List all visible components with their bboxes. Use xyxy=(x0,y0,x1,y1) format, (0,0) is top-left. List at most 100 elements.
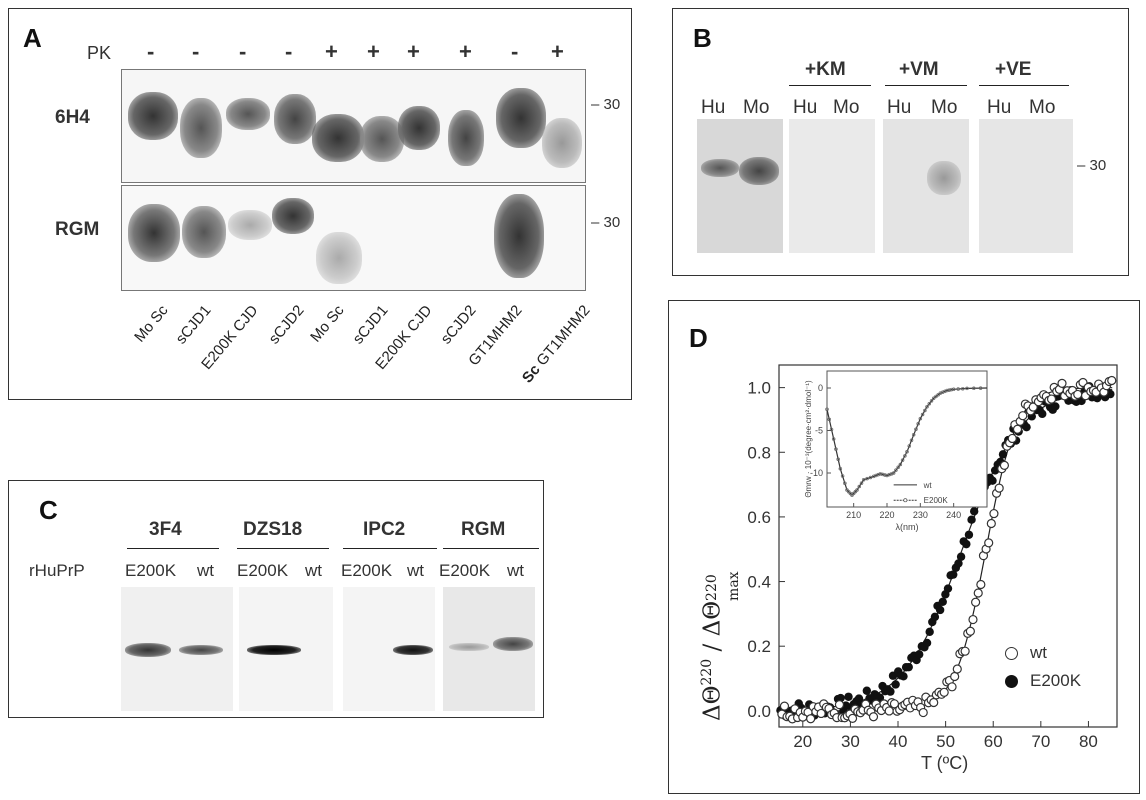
inset-e200k-point xyxy=(889,472,894,476)
x-tick-label: 30 xyxy=(841,732,860,751)
inset-e200k-point xyxy=(896,465,900,469)
inset-e200k-point xyxy=(949,387,954,392)
c-e200k-4: E200K xyxy=(439,561,491,580)
inset-legend-wt: wt xyxy=(923,481,933,490)
panel-d-letter: D xyxy=(689,323,708,353)
wt-point xyxy=(971,597,981,607)
b-mo-1: Mo xyxy=(743,97,770,118)
inset-e200k-point xyxy=(929,399,934,403)
wt-point xyxy=(989,508,999,519)
blot-6h4 xyxy=(121,69,586,183)
wt-point xyxy=(816,708,826,719)
inset-e200k-point xyxy=(965,386,969,391)
x-tick-label: 20 xyxy=(793,732,812,751)
x-tick-label: 40 xyxy=(889,732,908,751)
inset-e200k-point xyxy=(878,472,883,476)
inset-y-tick: 0 xyxy=(818,383,823,393)
inset-e200k-point xyxy=(880,472,885,477)
inset-e200k-point xyxy=(978,386,983,390)
inset-e200k-point xyxy=(931,396,936,400)
y-tick-label: 1.0 xyxy=(747,379,771,398)
inset-legend-e200k: E200K xyxy=(924,496,949,505)
row-label-6h4: 6H4 xyxy=(55,107,90,128)
inset-ylabel: Θmrw · 10⁻³(degree·cm²·dmol⁻¹) xyxy=(804,380,813,498)
wt-point xyxy=(918,707,928,718)
panel-a: A PK - - - - + + + + - + 6H4 RGM – 30 – 30 Mo Sc s… xyxy=(8,8,632,400)
rhuprp-label: rHuPrP xyxy=(29,561,85,580)
blot-b-4 xyxy=(979,119,1073,253)
e200k-point xyxy=(954,559,963,568)
lane-label-2: sCJD1 xyxy=(172,302,215,348)
x-tick-label: 70 xyxy=(1031,732,1050,751)
inset-x-tick: 210 xyxy=(846,510,861,520)
inset-e200k-point xyxy=(855,488,859,492)
pk-sign-10: + xyxy=(551,39,564,64)
b-hu-3: Hu xyxy=(887,97,912,118)
inset-e200k-point xyxy=(900,458,905,462)
wt-point xyxy=(965,626,975,636)
b-mo-4: Mo xyxy=(1029,97,1056,118)
pk-sign-3: - xyxy=(239,39,247,64)
y-tick-label: 0.6 xyxy=(747,508,771,527)
blot-c-rgm xyxy=(443,587,535,711)
inset-e200k-point xyxy=(857,484,862,489)
wt-point xyxy=(834,700,845,710)
pk-sign-7: + xyxy=(407,39,420,64)
e200k-point xyxy=(935,605,945,615)
e200k-point xyxy=(886,687,895,696)
inset-e200k-point xyxy=(918,416,923,421)
blot-rgm xyxy=(121,185,586,291)
wt-point xyxy=(952,664,962,674)
wt-point xyxy=(779,701,790,711)
e200k-point xyxy=(1051,402,1060,411)
e200k-point xyxy=(891,680,900,689)
y-tick-label: 0.8 xyxy=(747,443,771,462)
wt-point xyxy=(968,614,978,625)
inset-y-tick: -10 xyxy=(810,468,823,478)
e200k-point xyxy=(998,450,1008,459)
inset-x-tick: 220 xyxy=(879,510,894,520)
wt-point xyxy=(994,483,1004,493)
row-label-rgm: RGM xyxy=(55,219,100,240)
x-tick-label: 50 xyxy=(936,732,955,751)
wt-point xyxy=(950,671,960,682)
blot-b-3 xyxy=(883,119,969,253)
e200k-point xyxy=(862,686,872,695)
wt-point xyxy=(939,687,949,697)
inset-e200k-point xyxy=(951,387,956,392)
y-tick-label: 0.0 xyxy=(747,702,771,721)
antibody-dzs18: DZS18 xyxy=(243,519,303,540)
inset-e200k-point xyxy=(898,462,903,467)
inset-e200k-point xyxy=(891,471,896,475)
x-tick-label: 60 xyxy=(984,732,1003,751)
inset-e200k-point xyxy=(911,433,916,437)
c-e200k-1: E200K xyxy=(125,561,177,580)
e200k-point xyxy=(914,650,924,659)
wt-point xyxy=(868,712,879,722)
inset-e200k-point xyxy=(883,473,887,477)
antibody-rgm: RGM xyxy=(461,519,506,540)
wt-point xyxy=(1057,378,1067,388)
inset-e200k-point xyxy=(859,481,864,485)
pk-sign-9: - xyxy=(511,39,519,64)
blot-c-dzs18 xyxy=(239,587,333,711)
pk-sign-2: - xyxy=(192,39,200,64)
b-mo-3: Mo xyxy=(931,97,958,118)
c-wt-2: wt xyxy=(305,561,322,580)
inset-e200k-point xyxy=(840,474,845,478)
inset-e200k-point xyxy=(865,476,869,481)
inset-e200k-point xyxy=(829,427,834,432)
blot-b-1 xyxy=(697,119,783,253)
inset-x-tick: 230 xyxy=(913,510,928,520)
group-km: +KM xyxy=(805,59,846,80)
inset-e200k-point xyxy=(861,478,866,482)
legend-e200k: E200K xyxy=(1005,671,1081,691)
pk-label: PK xyxy=(87,43,112,63)
group-vm: +VM xyxy=(899,59,939,80)
inset-e200k-point xyxy=(923,408,927,413)
wt-point xyxy=(1073,389,1083,400)
chart-xlabel: T (ºC) xyxy=(921,753,969,773)
e200k-point xyxy=(899,672,908,681)
lane-label-3: E200K CJD xyxy=(198,302,262,374)
mw-marker-b: – 30 xyxy=(1077,157,1107,174)
